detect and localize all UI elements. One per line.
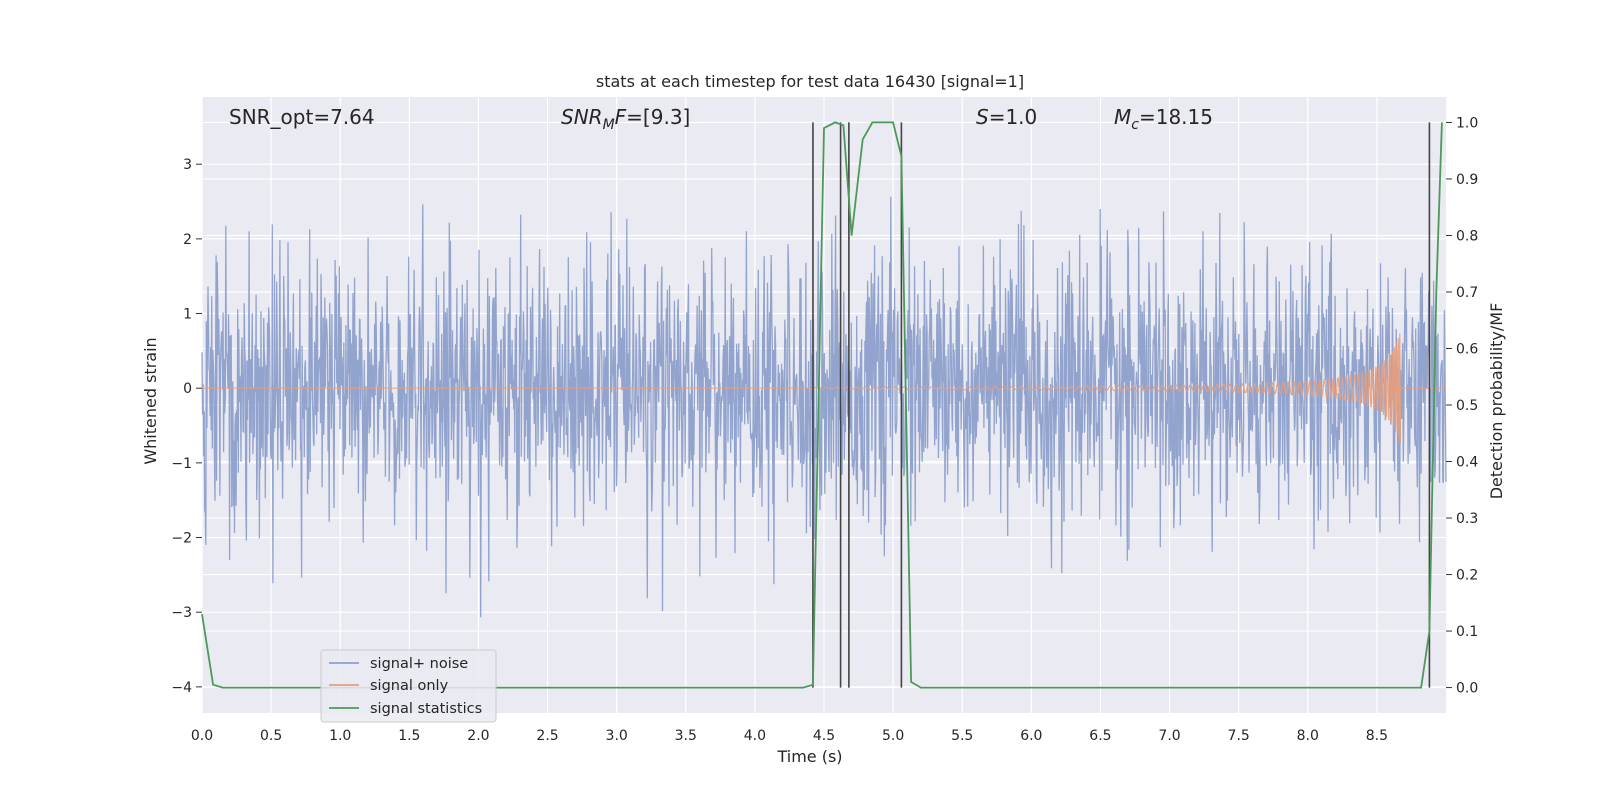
chart-title: stats at each timestep for test data 164… <box>596 72 1024 91</box>
x-axis-label: Time (s) <box>776 747 842 766</box>
x-tick-label: 5.0 <box>882 728 904 744</box>
x-tick-label: 2.5 <box>536 728 558 744</box>
y-right-tick-label: 0.3 <box>1456 511 1478 527</box>
x-tick-label: 8.0 <box>1297 728 1319 744</box>
legend-box <box>320 649 497 723</box>
x-tick-label: 1.0 <box>329 728 351 744</box>
y-left-tick-label: 3 <box>183 157 192 173</box>
y-right-tick-label: 0.0 <box>1456 681 1478 697</box>
legend-label-signal: signal only <box>370 678 449 694</box>
y-right-tick-label: 0.9 <box>1456 172 1478 188</box>
x-ticks: 0.0 0.5 1.0 1.5 2.0 2.5 3.0 3.5 4.0 4.5 5.0 5.5 6.0 6… <box>191 728 1388 744</box>
legend-label-noise: signal+ noise <box>370 656 468 672</box>
x-tick-label: 3.0 <box>606 728 628 744</box>
y-left-axis-label: Whitened strain <box>141 337 160 464</box>
y-left-tick-label: −4 <box>171 680 192 696</box>
annotation-mc: Mc=18.15 <box>1114 105 1213 133</box>
y-right-axis-label: Detection probability/MF <box>1487 303 1506 500</box>
x-tick-label: 8.5 <box>1366 728 1388 744</box>
y-right-tick-label: 0.2 <box>1456 568 1478 584</box>
annotation-s: S=1.0 <box>976 105 1037 129</box>
x-tick-label: 7.0 <box>1158 728 1180 744</box>
y-left-ticks: −4 −3 −2 −1 0 1 2 3 <box>171 157 202 696</box>
y-right-tick-label: 1.0 <box>1456 115 1478 131</box>
y-right-tick-label: 0.1 <box>1456 624 1478 640</box>
legend-label-stats: signal statistics <box>370 701 482 717</box>
x-tick-label: 7.5 <box>1228 728 1250 744</box>
x-tick-label: 1.5 <box>398 728 420 744</box>
y-left-tick-label: −2 <box>171 531 192 547</box>
y-left-tick-label: −3 <box>171 605 192 621</box>
x-tick-label: 6.5 <box>1089 728 1111 744</box>
y-left-tick-label: 1 <box>183 307 192 323</box>
y-right-ticks: 0.0 0.1 0.2 0.3 0.4 0.5 0.6 0.7 0.8 0.9 1.0 <box>1446 115 1478 697</box>
x-tick-label: 3.5 <box>675 728 697 744</box>
x-tick-label: 5.5 <box>951 728 973 744</box>
legend: signal+ noise signal only signal statist… <box>320 649 497 723</box>
y-right-tick-label: 0.8 <box>1456 228 1478 244</box>
signal-line <box>202 333 1446 444</box>
y-left-tick-label: 0 <box>183 381 192 397</box>
x-tick-label: 6.0 <box>1020 728 1042 744</box>
y-right-tick-label: 0.5 <box>1456 398 1478 414</box>
annotation-snr-mf: SNRMF=[9.3] <box>561 105 690 133</box>
x-tick-label: 0.5 <box>260 728 282 744</box>
x-tick-label: 2.0 <box>467 728 489 744</box>
annotations: SNR_opt=7.64 SNRMF=[9.3] S=1.0 Mc=18.15 <box>229 105 1213 133</box>
annotation-snr-opt: SNR_opt=7.64 <box>229 105 375 129</box>
noise-series <box>201 196 1447 618</box>
y-left-tick-label: 2 <box>183 232 192 248</box>
signal-series <box>202 333 1446 444</box>
noise-line <box>201 196 1447 618</box>
x-tick-label: 4.0 <box>744 728 766 744</box>
x-tick-label: 4.5 <box>813 728 835 744</box>
y-right-tick-label: 0.6 <box>1456 341 1478 357</box>
y-left-tick-label: −1 <box>171 456 192 472</box>
y-right-tick-label: 0.4 <box>1456 455 1478 471</box>
x-tick-label: 0.0 <box>191 728 213 744</box>
y-right-tick-label: 0.7 <box>1456 285 1478 301</box>
